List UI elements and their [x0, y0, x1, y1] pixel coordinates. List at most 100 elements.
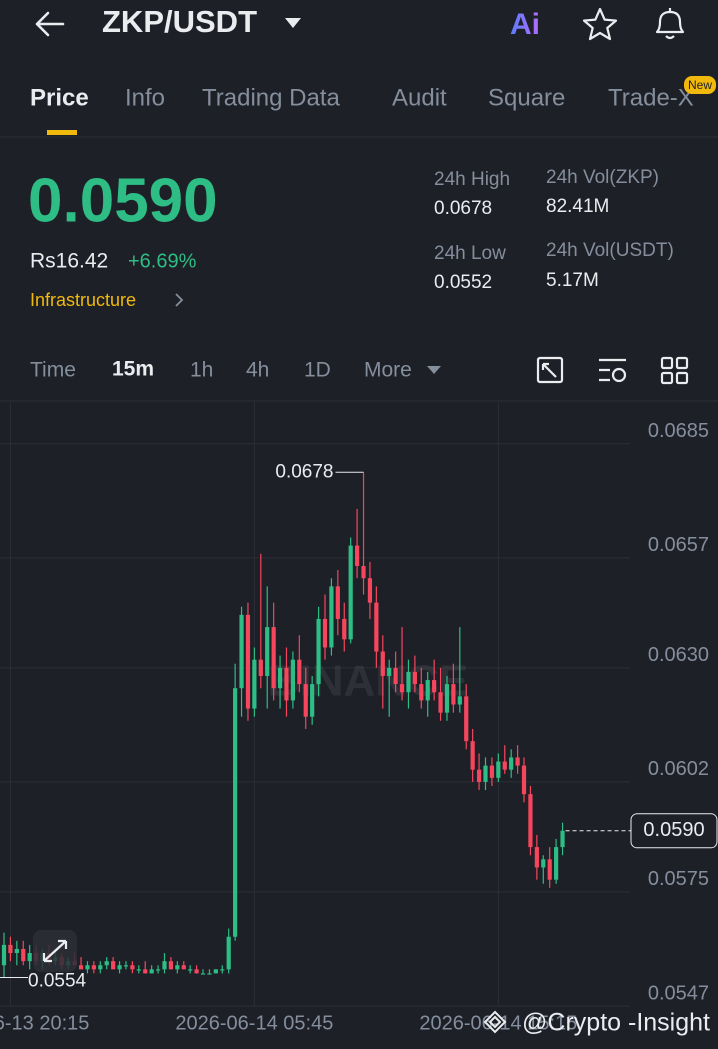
interval[interactable]: 4h [246, 359, 269, 382]
tab[interactable]: Audit [392, 84, 447, 111]
candle-body [489, 765, 495, 778]
candle-body [457, 696, 462, 705]
y-tick-label: 0.0630 [648, 644, 709, 666]
candle-body [432, 680, 437, 693]
candle-body [509, 757, 514, 770]
stat-label: 24h Vol(ZKP) [546, 167, 659, 188]
tab[interactable]: Trading Data [202, 84, 341, 111]
candle-body [175, 965, 180, 970]
candle-body [374, 602, 379, 652]
stat-value: 5.17M [546, 270, 599, 291]
interval[interactable]: More [364, 359, 412, 382]
price-line-label: 0.0590 [643, 819, 704, 841]
tab[interactable]: Trade-X [608, 84, 694, 111]
interval[interactable]: Time [30, 359, 76, 382]
chart-tool[interactable] [536, 356, 564, 384]
stat-label: 24h Low [434, 243, 506, 264]
y-tick-label: 0.0685 [648, 420, 709, 442]
candle-body [162, 961, 167, 970]
tool-icon [599, 358, 626, 382]
candle-body [367, 578, 373, 603]
last-price: 0.0590 [28, 166, 218, 235]
candle-body [233, 688, 238, 937]
candle-body [451, 684, 456, 705]
candle-body [14, 948, 19, 954]
candle-body [560, 830, 565, 848]
candle-body [464, 696, 469, 742]
chart-labels: 0.0685 0.0657 0.0630 0.0602 0.0575 0.0547 2026… [0, 420, 718, 1034]
candle-body [27, 953, 32, 962]
candle-body [143, 969, 148, 974]
candles [1, 472, 565, 978]
candle-body [515, 757, 520, 766]
favorite-icon[interactable] [582, 7, 618, 41]
price-line-box [630, 813, 718, 849]
candle-body [470, 741, 475, 770]
candle-body [290, 659, 295, 701]
candle-body [335, 586, 340, 619]
notification-icon[interactable] [655, 8, 685, 40]
candle-body [111, 961, 116, 970]
interval[interactable]: 1D [304, 359, 331, 382]
stat-value: 0.0678 [434, 198, 492, 219]
candle-body [284, 667, 289, 701]
tool-icon [611, 367, 627, 383]
candle-body [21, 948, 26, 962]
candle-body [554, 847, 559, 880]
candle-body [1, 944, 7, 966]
candle-body [188, 969, 193, 971]
pair-title[interactable]: ZKP/USDT [102, 4, 257, 39]
candle-body [85, 965, 90, 970]
stat-label: 24h Vol(USDT) [546, 240, 674, 261]
x-tick-label: 2026-06-13 20:15 [0, 1012, 89, 1034]
grid [0, 401, 630, 1007]
y-tick-label: 0.0547 [648, 982, 709, 1004]
candle-body [220, 969, 225, 971]
sector-tag[interactable]: Infrastructure [30, 290, 136, 310]
tool-icon [675, 356, 689, 370]
indicator-tool[interactable] [599, 358, 627, 383]
stat-value: 82.41M [546, 196, 609, 217]
credit-logo [483, 1010, 507, 1034]
interval[interactable]: 15m [112, 358, 154, 381]
candle-body [316, 618, 321, 685]
candle-body [207, 973, 212, 975]
back-icon [35, 11, 65, 37]
candlestick-chart: BINANCE 0.06850.06570.06300.06020.05750.… [0, 401, 718, 1034]
more-caret [427, 366, 441, 374]
candle-body [239, 614, 244, 689]
candle-body [541, 859, 546, 868]
candle-body [136, 969, 141, 971]
candle-body [476, 769, 482, 782]
candle-body [130, 965, 135, 970]
active-tab-indicator [47, 130, 77, 135]
candle-body [329, 586, 334, 648]
y-tick-label: 0.0602 [648, 758, 709, 780]
candle-body [419, 684, 424, 701]
candle-body [483, 765, 488, 782]
candle-body [412, 671, 417, 685]
tab[interactable]: Price [30, 84, 89, 111]
candle-body [155, 969, 161, 971]
candle-body [104, 961, 109, 966]
candle-body [387, 667, 392, 676]
back-button[interactable] [35, 11, 65, 37]
candle-body [258, 659, 263, 676]
candle-body [245, 614, 251, 709]
ai-button[interactable]: Ai [510, 8, 540, 41]
candle-body [425, 680, 430, 701]
candle-body [399, 684, 405, 693]
tab[interactable]: Info [125, 84, 165, 111]
layout-tool[interactable] [660, 356, 689, 385]
candle-body [406, 671, 411, 693]
expand-button[interactable] [33, 930, 77, 972]
candle-body [361, 565, 366, 579]
candle-body [322, 618, 328, 648]
candle-body [194, 969, 199, 974]
pair-dropdown[interactable] [285, 18, 301, 28]
interval[interactable]: 1h [190, 359, 213, 382]
candle-body [123, 965, 129, 967]
candle-body [444, 684, 450, 713]
tab[interactable]: Square [488, 84, 565, 111]
